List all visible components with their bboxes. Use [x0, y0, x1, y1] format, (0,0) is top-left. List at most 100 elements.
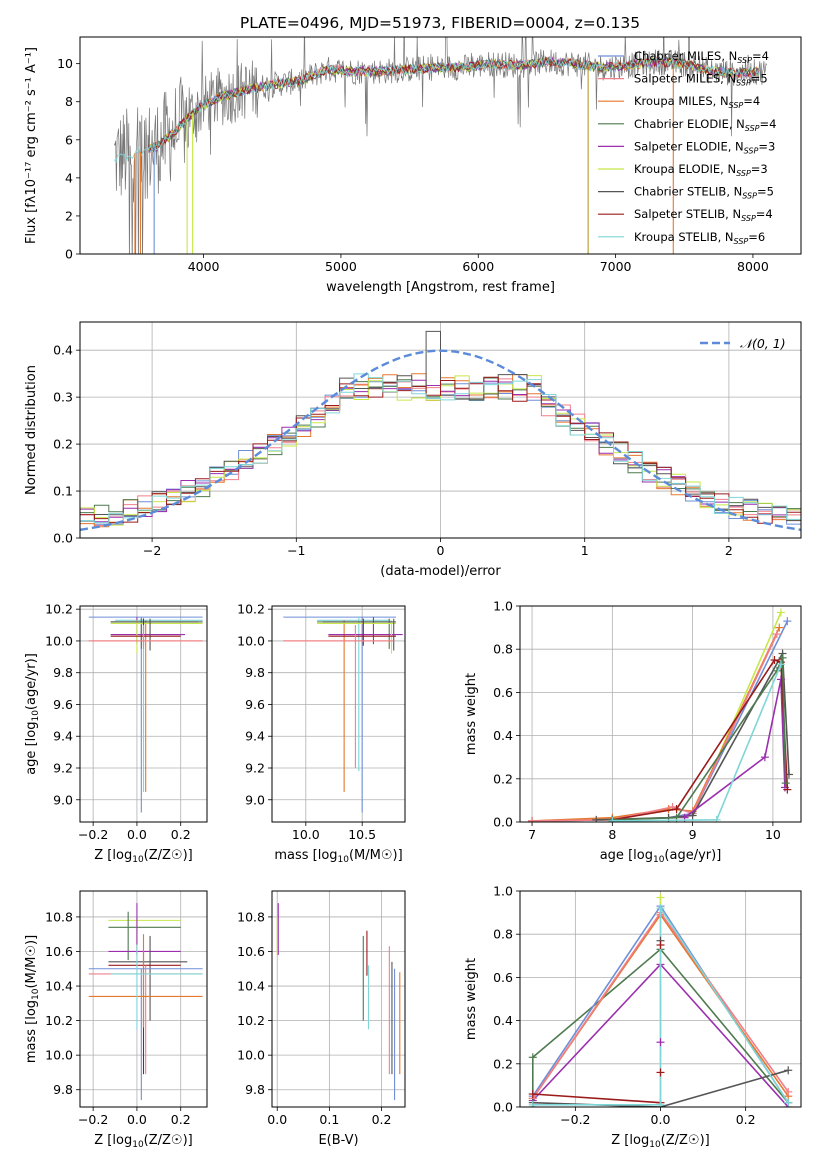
y-tick-label: 1.0	[493, 884, 513, 899]
x-tick-label: 10.0	[292, 827, 320, 842]
plot-area	[276, 903, 401, 1101]
axes-frame	[79, 36, 802, 255]
y-tick-label: 9.8	[53, 1082, 73, 1097]
x-tick-label: 7	[528, 827, 536, 842]
weight-point	[592, 815, 601, 822]
x-tick-label: 0.0	[127, 827, 147, 842]
legend-entry: 𝒩(0, 1)	[740, 336, 786, 351]
errorbar-0	[108, 916, 181, 955]
x-tick-label: −1	[287, 543, 305, 558]
y-axis-label: mass [log10(M/M☉)]	[24, 935, 41, 1063]
y-tick-label: 0.4	[493, 1013, 513, 1028]
weight-point	[528, 816, 537, 822]
x-tick-label: 0.2	[736, 1112, 756, 1127]
x-axis-label: wavelength [Angstrom, rest frame]	[326, 280, 555, 295]
panel-spectrum: 4000 5000 6000 7000 8000 0 2 4 6 8 10 wavelength [A…	[24, 36, 802, 295]
y-tick-label: 10.8	[45, 909, 73, 924]
panel-residual-histogram: −2 −1 0 1 2 0.0 0.1 0.2 0.3 0.4 (data-model)/error…	[24, 321, 802, 579]
axes-frame	[79, 890, 208, 1108]
weight-point	[608, 816, 617, 822]
x-tick-label: 10.5	[348, 827, 376, 842]
panel-mass-weight-vs-metallicity: −0.2 0.0 0.2 0.0 0.2 0.4 0.6 0.8 1.0 Z [log10(Z/Z…	[464, 884, 802, 1150]
y-tick-label: 10.2	[45, 1013, 73, 1028]
x-tick-label: −2	[143, 543, 161, 558]
plot-area	[283, 616, 403, 813]
y-tick-label: 0	[65, 247, 73, 262]
weight-series-7	[532, 1093, 661, 1104]
legend-entry: Kroupa STELIB, NSSP=6	[634, 230, 765, 246]
y-tick-label: 9.8	[53, 665, 73, 680]
y-tick-label: 10.2	[45, 602, 73, 617]
errorbar-6	[322, 618, 396, 651]
x-tick-label: 9	[689, 827, 697, 842]
y-tick-label: 10.4	[237, 979, 265, 994]
y-tick-label: 10.6	[237, 944, 265, 959]
errorbar-2	[88, 620, 203, 792]
x-tick-label: −0.2	[560, 1112, 590, 1127]
y-tick-label: 10.2	[237, 1013, 265, 1028]
weight-point	[770, 656, 779, 664]
legend-entry: Salpeter ELODIE, NSSP=3	[634, 139, 775, 155]
weight-point	[784, 1098, 793, 1107]
errorbar-5	[317, 620, 396, 654]
axes-frame	[271, 605, 406, 823]
panel-age-vs-mass: 10.0 10.5 9.0 9.2 9.4 9.6 9.8 10.0 10.2 mass [log…	[237, 602, 406, 865]
weight-series-0	[531, 612, 782, 822]
weight-series-8	[532, 905, 789, 1106]
weight-point	[656, 1068, 665, 1077]
weight-point	[656, 893, 665, 902]
y-tick-label: 0.0	[493, 815, 513, 830]
weight-point	[656, 1038, 665, 1047]
x-tick-label: 4000	[188, 259, 220, 274]
panel-mass-vs-metallicity: −0.2 0.0 0.2 9.8 10.0 10.2 10.4 10.6 10.8 Z [log1…	[24, 890, 208, 1150]
y-axis-label: age [log10(age/yr)]	[24, 653, 41, 775]
y-tick-label: 0.1	[53, 484, 73, 499]
weight-point	[784, 1066, 793, 1075]
weight-series-3	[531, 633, 778, 822]
x-tick-label: 8	[608, 827, 616, 842]
axes-frame	[79, 321, 802, 539]
axes-frame	[79, 605, 208, 823]
y-tick-label: 0.3	[53, 390, 73, 405]
weight-point	[688, 811, 697, 820]
panel-mass-vs-ebv: 0.0 0.1 0.2 9.8 10.0 10.2 10.4 10.6 10.8 E(B-V)	[237, 890, 406, 1148]
y-tick-label: 10.6	[45, 944, 73, 959]
x-tick-label: −0.2	[78, 827, 108, 842]
x-tick-label: 0.0	[127, 1112, 147, 1127]
weight-point	[528, 1090, 537, 1099]
weight-point	[528, 1100, 537, 1107]
y-tick-label: 9.6	[245, 697, 265, 712]
errorbar-1	[317, 617, 391, 772]
y-tick-label: 10.2	[237, 602, 265, 617]
legend-entry: Chabrier ELODIE, NSSP=4	[634, 117, 776, 133]
weight-series-0	[531, 948, 789, 1107]
errorbar-4	[108, 951, 181, 1075]
panel-mass-weight-vs-age: 7 8 9 10 0.0 0.2 0.4 0.6 0.8 1.0 age [log10(age/yr…	[464, 599, 802, 865]
x-axis-label: Z [log10(Z/Z☉)]	[94, 848, 192, 865]
weight-point	[712, 815, 721, 822]
y-tick-label: 10.0	[237, 633, 265, 648]
y-tick-label: 4	[65, 170, 73, 185]
errorbar-6	[88, 965, 203, 1075]
x-tick-label: 2	[725, 543, 733, 558]
axes-frame	[519, 605, 802, 823]
x-axis-label: E(B-V)	[318, 1133, 358, 1148]
plot-area	[80, 330, 801, 538]
x-tick-label: 0.0	[267, 1112, 287, 1127]
y-tick-label: 10.8	[237, 909, 265, 924]
y-tick-label: 0.8	[493, 927, 513, 942]
y-axis-label: Flux [fλ10⁻¹⁷ erg cm⁻² s⁻¹ A⁻¹]	[24, 47, 39, 244]
y-axis-label: Normed distribution	[24, 365, 39, 495]
y-tick-label: 0.2	[493, 771, 513, 786]
x-axis-label: (data-model)/error	[380, 564, 501, 579]
errorbar-2	[108, 903, 181, 955]
y-tick-label: 0.4	[53, 343, 73, 358]
weight-point	[656, 904, 665, 913]
y-tick-label: 9.8	[245, 1082, 265, 1097]
plot-area	[528, 608, 793, 822]
normal-distribution-curve	[80, 349, 801, 531]
y-tick-label: 9.6	[53, 697, 73, 712]
x-tick-label: 10	[765, 827, 781, 842]
